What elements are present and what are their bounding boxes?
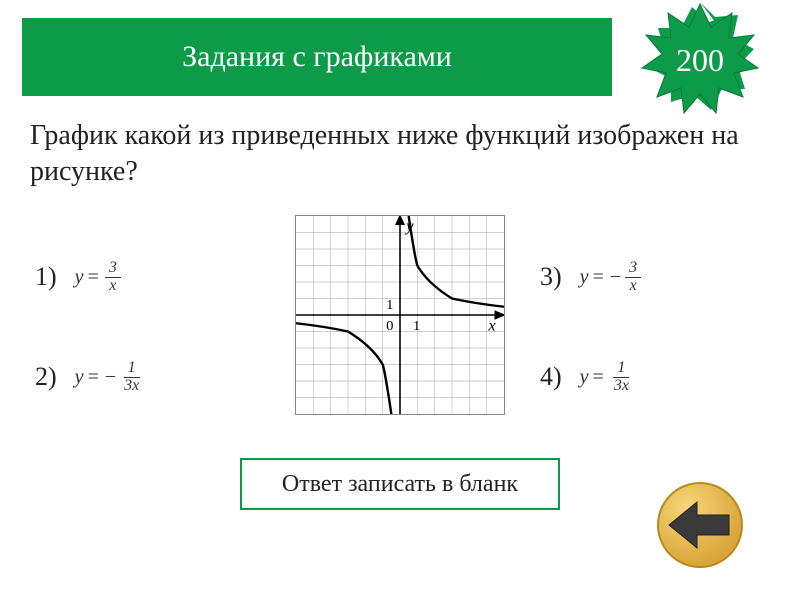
option-4: 4) y= 13x xyxy=(540,360,633,395)
answer-hint-text: Ответ записать в бланк xyxy=(282,471,518,498)
header-bar: Задания с графиками xyxy=(22,18,612,96)
function-graph: y x 0 1 1 xyxy=(295,215,505,415)
svg-text:0: 0 xyxy=(386,318,393,334)
score-value: 200 xyxy=(640,0,760,120)
option-1: 1) y= 3x xyxy=(35,260,121,295)
option-number: 4) xyxy=(540,362,562,392)
score-badge: 200 xyxy=(640,0,760,120)
svg-text:y: y xyxy=(404,218,414,235)
option-3: 3) y=− 3x xyxy=(540,260,641,295)
svg-text:1: 1 xyxy=(413,318,420,334)
option-formula: y=− 13x xyxy=(75,360,144,395)
arrow-left-icon xyxy=(655,480,745,570)
header-title: Задания с графиками xyxy=(182,40,452,74)
svg-text:x: x xyxy=(487,318,496,335)
svg-text:1: 1 xyxy=(386,298,393,314)
question-text: График какой из приведенных ниже функций… xyxy=(30,118,770,191)
option-number: 3) xyxy=(540,262,562,292)
option-number: 2) xyxy=(35,362,57,392)
option-formula: y=− 3x xyxy=(580,260,641,295)
option-formula: y= 3x xyxy=(75,260,121,295)
option-number: 1) xyxy=(35,262,57,292)
option-formula: y= 13x xyxy=(580,360,633,395)
option-2: 2) y=− 13x xyxy=(35,360,143,395)
back-button[interactable] xyxy=(655,480,745,570)
answer-hint-box: Ответ записать в бланк xyxy=(240,458,560,510)
